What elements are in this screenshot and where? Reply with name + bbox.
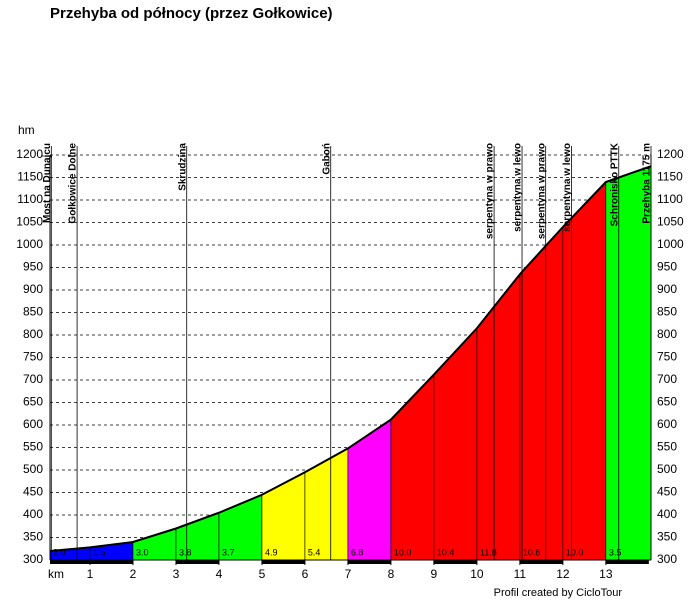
y-tick-label-right: 300	[657, 552, 677, 566]
waypoint-label: serpentyna w prawo	[536, 143, 547, 239]
waypoint-label: serpentyna w prawo	[485, 143, 496, 239]
km-strip	[519, 560, 563, 564]
x-tick-label: 8	[388, 567, 395, 581]
segment	[390, 373, 435, 561]
x-tick-label: 9	[431, 567, 438, 581]
y-tick-label: 800	[23, 327, 43, 341]
segment	[562, 181, 607, 561]
y-tick-label-right: 850	[657, 305, 677, 319]
y-tick-label: 550	[23, 440, 43, 454]
km-strip	[89, 560, 133, 564]
x-tick-label: 12	[556, 567, 570, 581]
y-tick-label: 950	[23, 260, 43, 274]
segment-label: 2.0	[53, 547, 66, 557]
segment-label: 3.8	[179, 547, 192, 557]
x-tick-label: 5	[259, 567, 266, 581]
segment-label: 10.8	[523, 547, 541, 557]
segment-label: 3.5	[609, 547, 622, 557]
y-tick-label-right: 1100	[657, 192, 683, 206]
y-tick-label-right: 500	[657, 462, 677, 476]
y-tick-label-right: 350	[657, 530, 677, 544]
segment-label: 6.8	[351, 547, 364, 557]
y-tick-label-right: 550	[657, 440, 677, 454]
profile-line	[49, 165, 652, 552]
y-tick-label-right: 800	[657, 327, 677, 341]
y-tick-label: 350	[23, 530, 43, 544]
segment-label: 1.5	[93, 547, 106, 557]
y-tick-label: 300	[23, 552, 43, 566]
segment-label: 10.0	[394, 547, 412, 557]
x-tick-label: 3	[173, 567, 180, 581]
y-tick-label-right: 1050	[657, 215, 684, 229]
y-tick-label-right: 600	[657, 417, 677, 431]
y-tick-label: 600	[23, 417, 43, 431]
y-tick-label-right: 450	[657, 485, 677, 499]
waypoint-label: Gaboń	[321, 143, 332, 175]
waypoint-label: serpentyna w lewo	[562, 143, 573, 232]
y-tick-label-right: 750	[657, 350, 677, 364]
y-tick-label-right: 400	[657, 507, 677, 521]
waypoint-label: Schronisko PTTK	[609, 142, 620, 226]
segment	[347, 419, 392, 561]
segment-label: 3.0	[136, 547, 149, 557]
waypoint-label: Gołkowice Dolne	[68, 143, 79, 224]
y-tick-label: 500	[23, 462, 43, 476]
x-tick-label: 13	[599, 567, 613, 581]
segment	[304, 447, 349, 561]
chart-title: Przehyba od północy (przez Gołkowice)	[50, 5, 333, 22]
segment-label: 4.9	[265, 547, 278, 557]
km-strip	[433, 560, 477, 564]
km-strip	[261, 560, 305, 564]
x-tick-label: 10	[470, 567, 484, 581]
segment-label: 3.7	[222, 547, 235, 557]
y-tick-label: 1100	[17, 192, 43, 206]
segment	[476, 273, 521, 561]
y-tick-label-right: 650	[657, 395, 677, 409]
km-strip	[605, 560, 649, 564]
y-tick-label: 1000	[16, 237, 43, 251]
y-tick-label: 1050	[16, 215, 43, 229]
waypoint-label: serpentyna w lewo	[513, 143, 524, 232]
x-tick-label: 6	[302, 567, 309, 581]
waypoint-label: Przehyba 1175 m	[642, 143, 653, 224]
y-tick-label-right: 950	[657, 260, 677, 274]
segment	[433, 327, 478, 561]
y-tick-label-right: 1150	[657, 170, 683, 184]
segment-label: 10.0	[566, 547, 584, 557]
y-tick-label: 750	[23, 350, 43, 364]
y-tick-label-right: 700	[657, 372, 677, 386]
y-tick-label-right: 1000	[657, 237, 684, 251]
km-strip	[347, 560, 391, 564]
segment	[519, 226, 564, 561]
km-strip	[175, 560, 219, 564]
x-tick-label: 7	[345, 567, 352, 581]
y-tick-label: 1150	[17, 170, 43, 184]
segment-label: 5.4	[308, 547, 321, 557]
x-tick-label: 2	[130, 567, 137, 581]
y-tick-label: 400	[23, 507, 43, 521]
segment-label: 10.4	[437, 547, 455, 557]
y-tick-label: 450	[23, 485, 43, 499]
x-axis-label: km	[48, 567, 64, 581]
credit: Profil created by CicloTour	[494, 587, 623, 599]
y-tick-label: 650	[23, 395, 43, 409]
waypoint-label: Skrudzina	[177, 143, 188, 191]
y-tick-label: 700	[23, 372, 43, 386]
y-tick-label: 1200	[16, 147, 43, 161]
y-tick-label: 900	[23, 282, 43, 296]
x-tick-label: 4	[216, 567, 223, 581]
y-tick-label: 850	[23, 305, 43, 319]
segment-label: 11.8	[480, 547, 497, 557]
x-tick-label: 1	[87, 567, 94, 581]
x-tick-label: 11	[514, 567, 527, 581]
km-strip	[50, 560, 90, 564]
y-tick-label-right: 900	[657, 282, 677, 296]
y-axis-label: hm	[18, 123, 35, 137]
waypoint-label: Most na Dunajcu	[42, 143, 53, 223]
y-tick-label-right: 1200	[657, 147, 684, 161]
